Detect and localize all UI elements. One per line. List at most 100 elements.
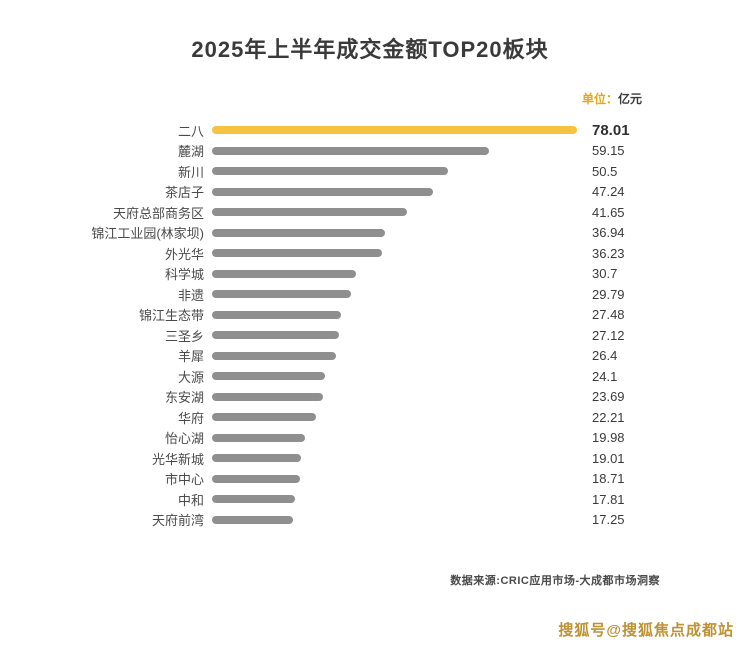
value-label: 22.21 [592, 409, 625, 425]
bar [212, 269, 356, 278]
bar-track [212, 208, 577, 217]
chart-row: 外光华 36.23 [60, 243, 680, 264]
category-label: 羊犀 [177, 349, 204, 365]
bar-track [212, 433, 577, 442]
bar [212, 433, 306, 442]
value-label: 27.12 [592, 327, 625, 343]
category-label: 茶店子 [164, 185, 204, 201]
bar-track [212, 392, 577, 401]
value-label: 78.01 [592, 121, 630, 139]
chart-row: 天府总部商务区 41.65 [60, 202, 680, 223]
bar-track [212, 126, 577, 135]
category-label: 光华新城 [151, 451, 204, 467]
bar [212, 392, 323, 401]
category-label: 华府 [177, 410, 204, 426]
bar [212, 167, 449, 176]
bar [212, 146, 489, 155]
category-label: 天府前湾 [151, 513, 204, 529]
value-label: 50.5 [592, 163, 618, 179]
data-source: 数据来源:CRIC应用市场-大成都市场洞察 [450, 575, 660, 587]
bar-track [212, 495, 577, 504]
unit-label: 单位：亿元 [582, 90, 642, 107]
category-label: 中和 [177, 492, 204, 508]
category-label: 非遗 [177, 287, 204, 303]
bar-track [212, 372, 577, 381]
category-label: 新川 [177, 164, 204, 180]
chart-row: 二八 78.01 [60, 120, 680, 141]
bar-track [212, 310, 577, 319]
chart-row: 锦江工业园(林家坝) 36.94 [60, 223, 680, 244]
value-label: 47.24 [592, 184, 625, 200]
bar [212, 249, 382, 258]
bar [212, 290, 352, 299]
category-label: 市中心 [164, 472, 204, 488]
chart-row: 天府前湾 17.25 [60, 510, 680, 531]
value-label: 27.48 [592, 307, 625, 323]
chart-row: 科学城 30.7 [60, 264, 680, 285]
bar-track [212, 351, 577, 360]
value-label: 29.79 [592, 286, 625, 302]
bar-track [212, 290, 577, 299]
value-label: 26.4 [592, 348, 618, 364]
bar-track [212, 167, 577, 176]
chart-row: 怡心湖 19.98 [60, 428, 680, 449]
bar [212, 495, 296, 504]
bar [212, 413, 316, 422]
value-label: 36.23 [592, 245, 625, 261]
value-label: 17.25 [592, 512, 625, 528]
bar [212, 372, 325, 381]
chart-title: 2025年上半年成交金额TOP20板块 [191, 37, 549, 62]
bar-track [212, 269, 577, 278]
category-label: 锦江工业园(林家坝) [91, 226, 204, 242]
unit-label-prefix: 单位： [581, 92, 618, 106]
chart-row: 市中心 18.71 [60, 469, 680, 490]
value-label: 19.98 [592, 430, 625, 446]
bar-track [212, 146, 577, 155]
chart-row: 锦江生态带 27.48 [60, 305, 680, 326]
chart-row: 非遗 29.79 [60, 284, 680, 305]
chart-row: 大源 24.1 [60, 366, 680, 387]
value-label: 19.01 [592, 450, 625, 466]
bar [212, 351, 336, 360]
category-label: 东安湖 [164, 390, 204, 406]
bar-chart: 二八 78.01 麓湖 59.15 新川 50.5 茶店子 47.24 天府总部商务区 41.65… [60, 120, 680, 530]
bar-track [212, 331, 577, 340]
chart-row: 羊犀 26.4 [60, 346, 680, 367]
chart-row: 中和 17.81 [60, 489, 680, 510]
bar [212, 228, 385, 237]
bar [212, 474, 300, 483]
chart-row: 华府 22.21 [60, 407, 680, 428]
category-label: 外光华 [164, 246, 204, 262]
category-label: 二八 [177, 123, 204, 139]
bar-track [212, 228, 577, 237]
value-label: 23.69 [592, 389, 625, 405]
unit-label-suffix: 亿元 [617, 92, 642, 106]
chart-row: 茶店子 47.24 [60, 182, 680, 203]
bar [212, 454, 301, 463]
bar-track [212, 515, 577, 524]
bar [212, 331, 339, 340]
chart-row: 三圣乡 27.12 [60, 325, 680, 346]
category-label: 天府总部商务区 [112, 205, 204, 221]
bar-track [212, 187, 577, 196]
bar-track [212, 413, 577, 422]
value-label: 17.81 [592, 491, 625, 507]
bar [212, 310, 341, 319]
value-label: 24.1 [592, 368, 618, 384]
category-label: 怡心湖 [164, 431, 204, 447]
category-label: 锦江生态带 [138, 308, 204, 324]
chart-row: 新川 50.5 [60, 161, 680, 182]
category-label: 三圣乡 [164, 328, 204, 344]
chart-row: 东安湖 23.69 [60, 387, 680, 408]
value-label: 18.71 [592, 471, 625, 487]
bar-track [212, 474, 577, 483]
bar-track [212, 249, 577, 258]
bar [212, 515, 293, 524]
value-label: 36.94 [592, 225, 625, 241]
bar [212, 187, 434, 196]
value-label: 30.7 [592, 266, 618, 282]
bar [212, 208, 407, 217]
category-label: 科学城 [164, 267, 204, 283]
chart-row: 光华新城 19.01 [60, 448, 680, 469]
value-label: 41.65 [592, 204, 625, 220]
